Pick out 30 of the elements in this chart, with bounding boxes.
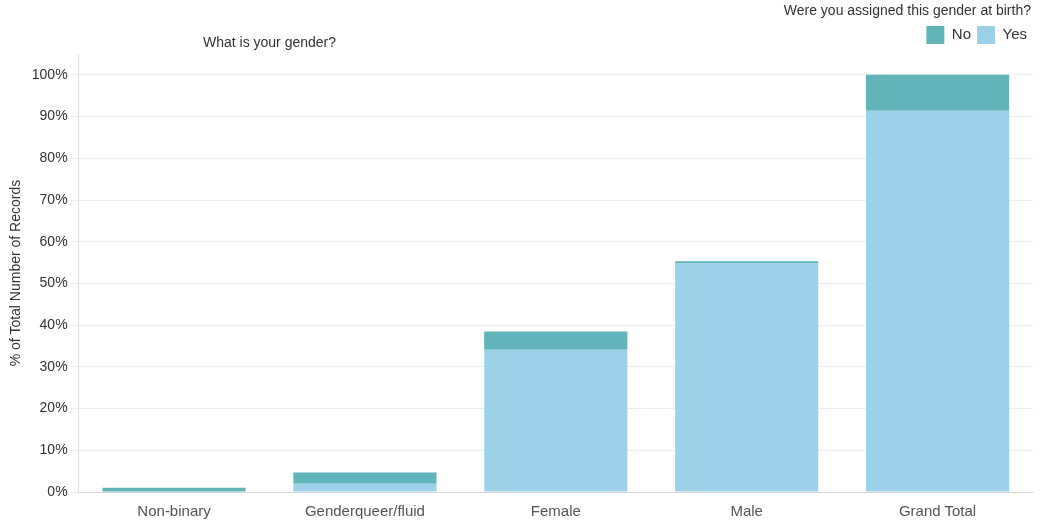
y-tick-label: 10% — [39, 441, 68, 458]
bar — [484, 331, 628, 350]
x-tick-label: Non-binary — [137, 502, 212, 520]
y-tick-label: 40% — [39, 316, 68, 332]
bar — [293, 472, 437, 484]
y-tick-label: 30% — [39, 357, 68, 374]
y-tick-label: 80% — [39, 149, 68, 166]
y-tick-label: 20% — [39, 399, 68, 416]
x-tick-label: Grand Total — [898, 502, 977, 520]
x-axis-title: What is your gender? — [202, 33, 337, 50]
y-tick-label: 50% — [39, 274, 68, 291]
bar — [675, 261, 819, 264]
y-tick-label: 100% — [31, 65, 68, 82]
y-tick-label: 60% — [39, 232, 68, 249]
bar — [675, 263, 819, 492]
legend-title: Were you assigned this gender at birth? — [783, 1, 1032, 18]
bar — [865, 74, 1010, 111]
legend-label: No — [951, 25, 972, 43]
y-tick-label: 90% — [39, 107, 68, 124]
bar — [865, 110, 1010, 492]
y-tick-label: 70% — [39, 190, 68, 207]
bar — [293, 483, 437, 492]
x-tick-label: Female — [530, 502, 581, 520]
bar — [484, 349, 628, 492]
y-tick-label: 0% — [47, 482, 68, 499]
x-tick-label: Genderqueer/fluid — [304, 502, 425, 520]
x-tick-label: Male — [730, 502, 763, 520]
legend-label: Yes — [1002, 25, 1028, 43]
y-axis-title: % of Total Number of Records — [7, 179, 24, 367]
bar — [102, 487, 246, 492]
